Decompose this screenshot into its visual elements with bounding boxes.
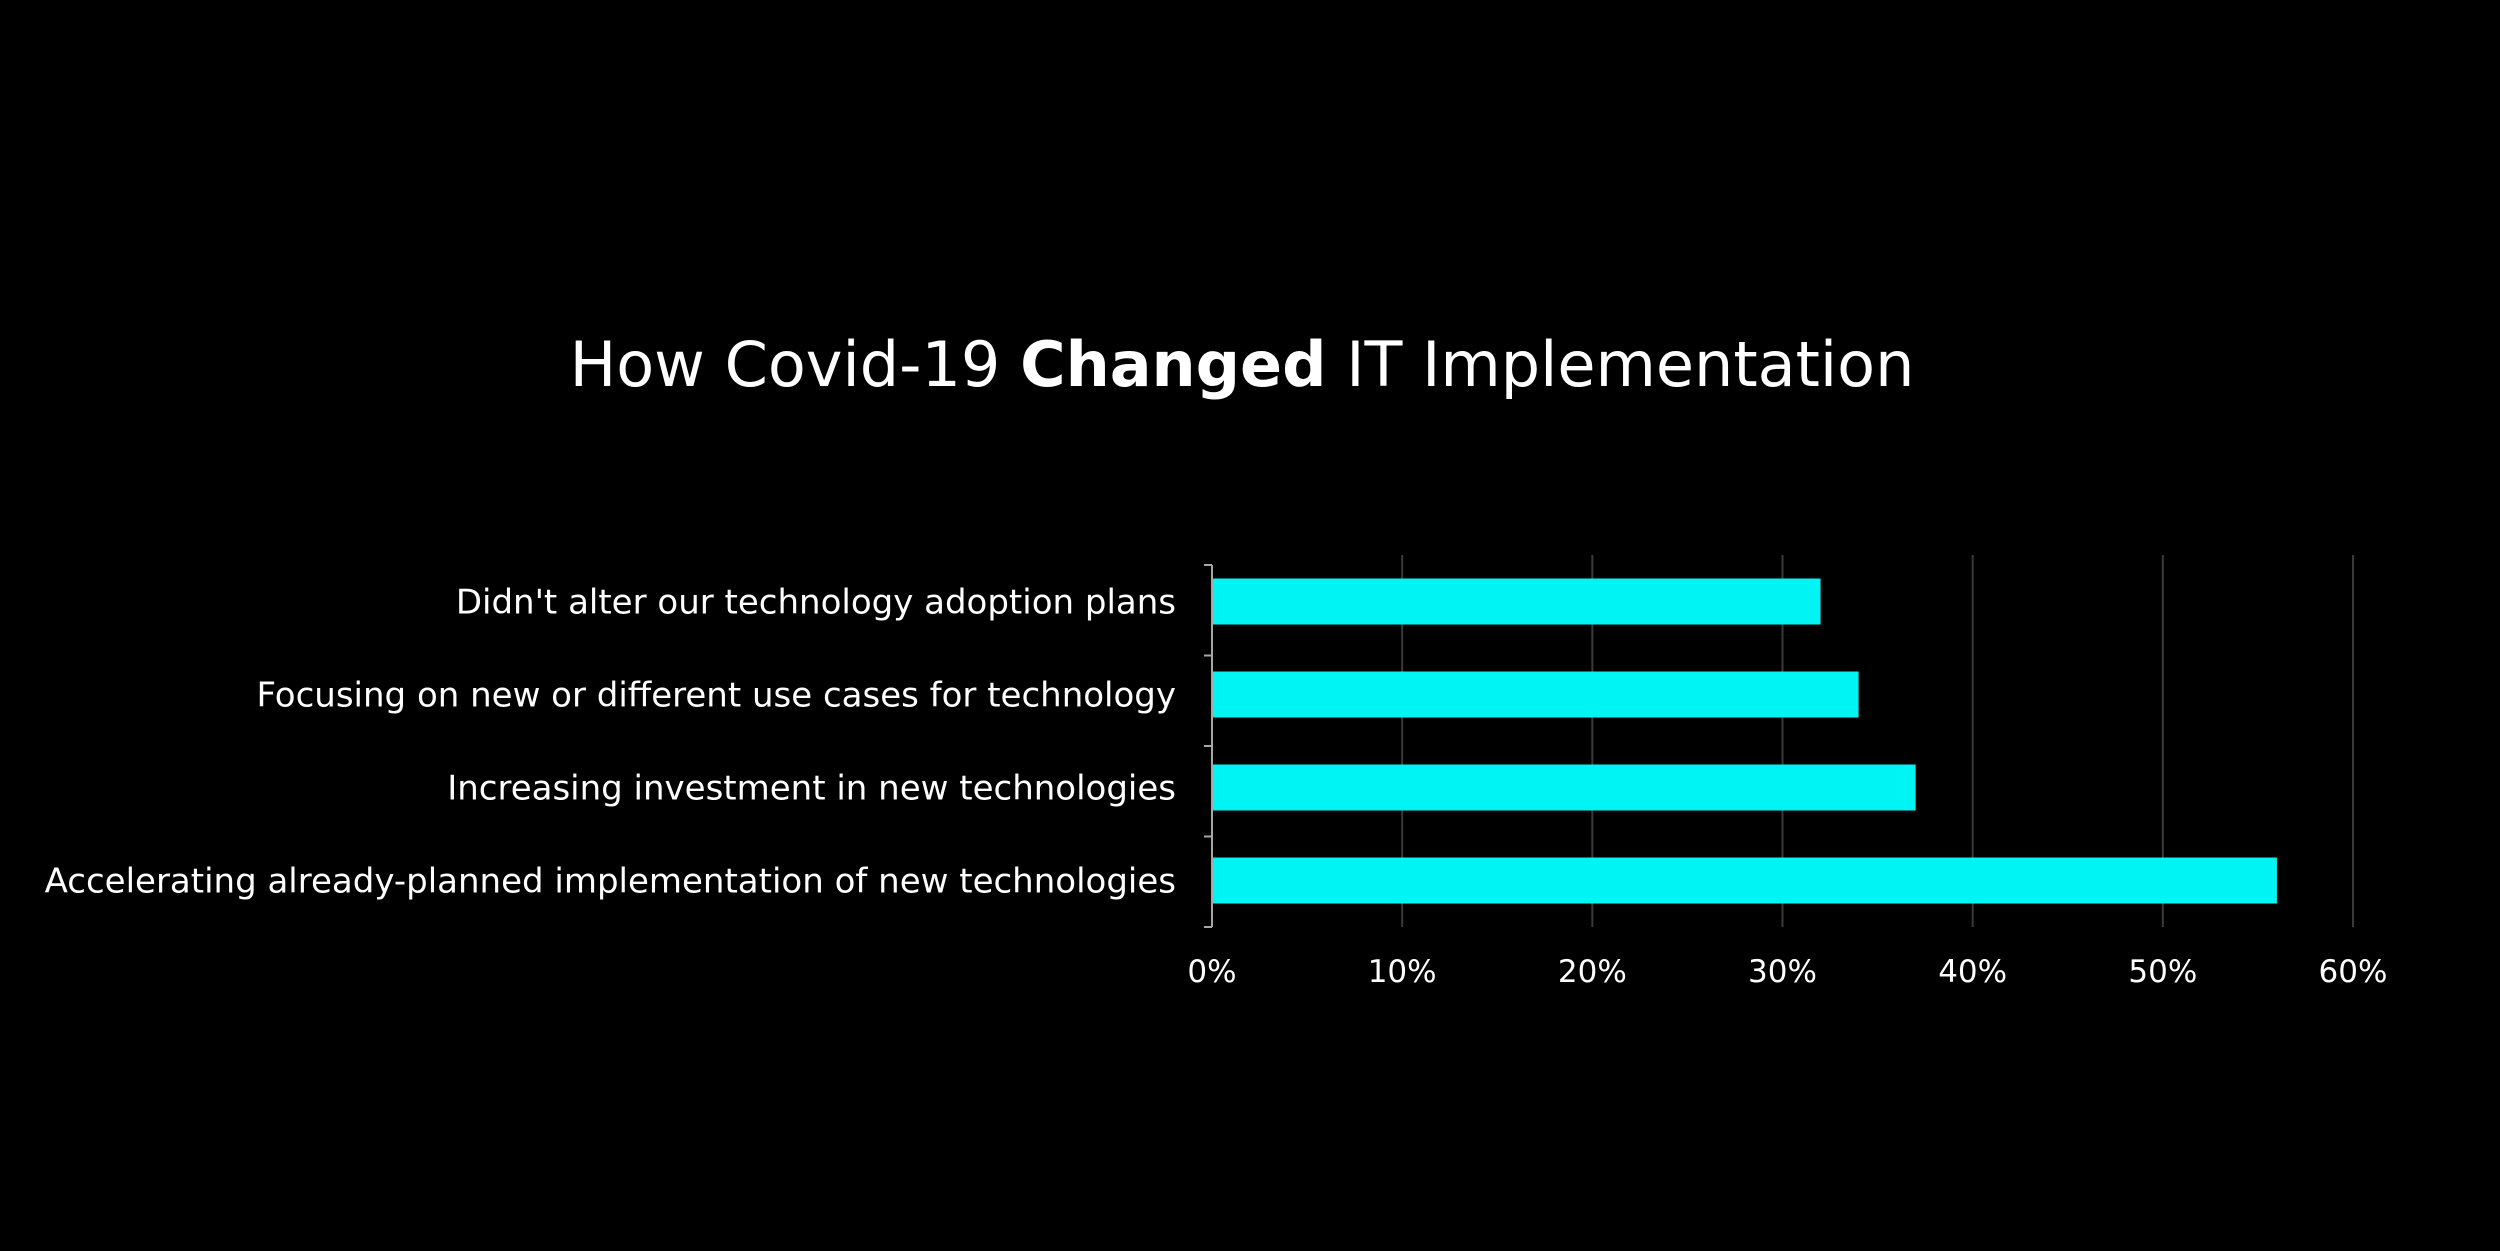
chart-title: How Covid-19 Changed IT Implementation bbox=[570, 328, 1915, 401]
bar-1 bbox=[1212, 578, 1821, 625]
category-label-4: Accelerating already-planned implementat… bbox=[45, 862, 1176, 902]
bar-4 bbox=[1212, 857, 2277, 904]
category-label-3: Increasing investment in new technologie… bbox=[447, 769, 1176, 809]
chart-title-part-3: IT Implementation bbox=[1327, 328, 1915, 401]
x-tick-label-40: 40% bbox=[1938, 954, 2007, 990]
bar-3 bbox=[1212, 764, 1916, 811]
x-tick-label-20: 20% bbox=[1558, 954, 1627, 990]
category-labels: Didn't alter our technology adoption pla… bbox=[45, 583, 1176, 902]
axes bbox=[1204, 564, 1213, 928]
bars bbox=[1212, 578, 2277, 904]
bar-2 bbox=[1212, 671, 1859, 718]
chart-title-emphasis: Changed bbox=[1020, 328, 1326, 401]
category-label-2: Focusing on new or different use cases f… bbox=[256, 676, 1176, 716]
chart-title-part-1: How Covid-19 bbox=[570, 328, 1020, 401]
x-tick-labels: 0% 10% 20% 30% 40% 50% 60% bbox=[1187, 954, 2387, 990]
x-tick-label-60: 60% bbox=[2319, 954, 2388, 990]
x-tick-label-10: 10% bbox=[1368, 954, 1437, 990]
category-label-1: Didn't alter our technology adoption pla… bbox=[456, 583, 1176, 623]
x-tick-label-30: 30% bbox=[1748, 954, 1817, 990]
x-tick-label-50: 50% bbox=[2128, 954, 2197, 990]
x-tick-label-0: 0% bbox=[1187, 954, 1236, 990]
